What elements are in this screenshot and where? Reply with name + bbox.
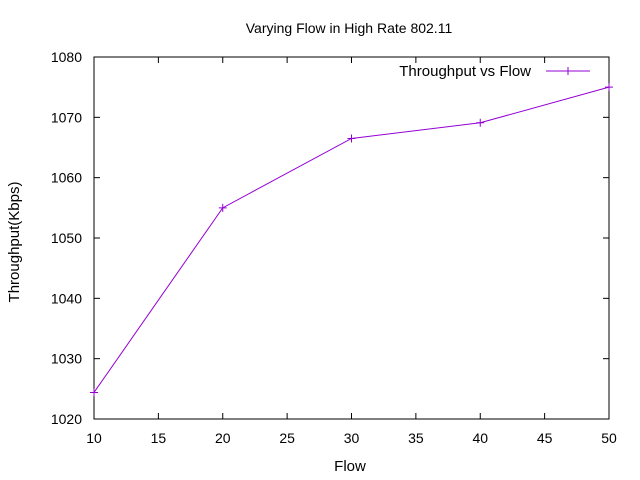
- plot-frame: [93, 56, 610, 420]
- data-point-marker: [476, 118, 485, 127]
- axis-ticks: 10 15 20 25 30 35 40 45 50 1020 1030 1040 1050 1060 10…: [51, 49, 617, 446]
- legend-marker: [564, 67, 572, 75]
- x-tick-label: 25: [279, 430, 295, 446]
- x-tick-label: 50: [601, 430, 617, 446]
- x-axis-label: Flow: [334, 458, 366, 475]
- data-point-marker: [347, 134, 356, 143]
- series-group: [90, 83, 613, 397]
- x-tick-label: 45: [537, 430, 553, 446]
- y-axis-label: Throughput(Kbps): [6, 182, 23, 303]
- x-tick-label: 35: [408, 430, 424, 446]
- data-point-marker: [605, 83, 613, 92]
- y-tick-label: 1070: [51, 109, 82, 125]
- legend: Throughput vs Flow: [399, 63, 590, 80]
- x-tick-label: 15: [151, 430, 167, 446]
- y-tick-label: 1040: [51, 290, 82, 306]
- y-tick-label: 1050: [51, 230, 82, 246]
- data-point-marker: [218, 203, 227, 212]
- y-tick-label: 1030: [51, 351, 82, 367]
- x-tick-label: 30: [344, 430, 360, 446]
- y-tick-label: 1020: [51, 411, 82, 427]
- chart-title: Varying Flow in High Rate 802.11: [246, 20, 453, 36]
- x-tick-label: 40: [472, 430, 488, 446]
- x-tick-label: 20: [215, 430, 231, 446]
- y-tick-label: 1080: [51, 49, 82, 65]
- legend-label: Throughput vs Flow: [399, 63, 531, 80]
- data-point-marker: [90, 388, 98, 397]
- x-tick-label: 10: [86, 430, 102, 446]
- series-line: [93, 86, 610, 393]
- y-tick-label: 1060: [51, 170, 82, 186]
